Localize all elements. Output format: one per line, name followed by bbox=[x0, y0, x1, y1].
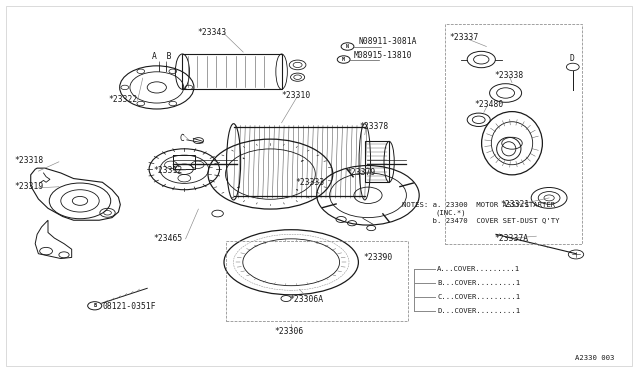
Bar bbox=[226, 241, 408, 321]
Text: *23321: *23321 bbox=[500, 200, 530, 209]
Text: C: C bbox=[179, 134, 184, 143]
Text: *23378: *23378 bbox=[360, 122, 389, 131]
Text: *23310: *23310 bbox=[282, 92, 311, 100]
Text: D: D bbox=[570, 54, 575, 63]
Text: *23306: *23306 bbox=[274, 327, 303, 336]
Text: *23312: *23312 bbox=[154, 166, 183, 175]
Text: *23333: *23333 bbox=[296, 178, 325, 187]
Text: M08915-13810: M08915-13810 bbox=[353, 51, 412, 60]
Text: *23480: *23480 bbox=[475, 100, 504, 109]
Bar bbox=[173, 155, 195, 169]
Text: b. 23470  COVER SET-DUST Q'TY: b. 23470 COVER SET-DUST Q'TY bbox=[402, 217, 559, 223]
Text: *23390: *23390 bbox=[364, 253, 393, 262]
Text: NOTES: a. 23300  MOTOR ASSY-STARTER: NOTES: a. 23300 MOTOR ASSY-STARTER bbox=[402, 202, 555, 208]
Bar bbox=[365, 141, 389, 182]
Text: 08121-0351F: 08121-0351F bbox=[102, 302, 156, 311]
Text: A  B: A B bbox=[152, 52, 172, 61]
Text: *23319: *23319 bbox=[14, 182, 44, 191]
Text: A2330 003: A2330 003 bbox=[575, 355, 614, 361]
Text: *23306A: *23306A bbox=[289, 295, 323, 304]
Text: *23343: *23343 bbox=[197, 28, 227, 37]
Text: *23337: *23337 bbox=[449, 33, 479, 42]
Text: B...COVER.........1: B...COVER.........1 bbox=[437, 280, 520, 286]
Text: D...COVER.........1: D...COVER.........1 bbox=[437, 308, 520, 314]
Text: (INC.*): (INC.*) bbox=[435, 209, 466, 216]
Text: A...COVER.........1: A...COVER.........1 bbox=[437, 266, 520, 272]
Text: N08911-3081A: N08911-3081A bbox=[358, 37, 417, 46]
Text: N: N bbox=[346, 44, 349, 49]
Text: *23338: *23338 bbox=[494, 71, 524, 80]
Text: *23337A: *23337A bbox=[494, 234, 528, 243]
Text: *23379: *23379 bbox=[347, 169, 376, 177]
Text: *23318: *23318 bbox=[14, 156, 44, 165]
Text: *23465: *23465 bbox=[154, 234, 183, 243]
Text: C...COVER.........1: C...COVER.........1 bbox=[437, 294, 520, 300]
Text: M: M bbox=[342, 57, 345, 62]
Text: *23322: *23322 bbox=[109, 95, 138, 104]
Text: B: B bbox=[93, 303, 96, 308]
Bar bbox=[182, 54, 282, 89]
Bar bbox=[445, 24, 582, 244]
